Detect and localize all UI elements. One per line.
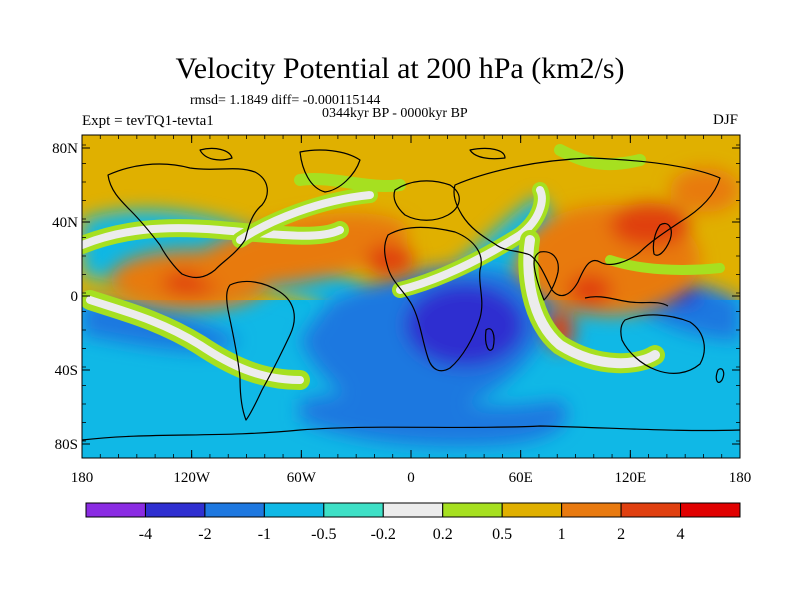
lon-tick-label: 60E (509, 470, 533, 486)
time-period-label: 0344kyr BP - 0000kyr BP (322, 106, 468, 121)
colorbar-label: -0.2 (371, 526, 396, 543)
lon-tick-label: 180 (71, 470, 94, 486)
colorbar-swatch (501, 502, 563, 518)
coastlines (82, 147, 740, 441)
lon-tick-label: 120W (173, 470, 211, 486)
lon-tick-label: 180 (729, 470, 752, 486)
colorbar-label: -4 (139, 526, 152, 543)
lon-tick-label: 60W (287, 470, 317, 486)
lat-tick-label: 0 (71, 289, 79, 305)
colorbar-swatch (620, 502, 682, 518)
colorbar: -4 -2 -1 -0.5 -0.2 0.2 0.5 1 2 4 (85, 502, 741, 543)
colorbar-swatch (382, 502, 444, 518)
colorbar-swatch (85, 502, 146, 518)
colorbar-swatch (561, 502, 622, 518)
colorbar-swatch (442, 502, 503, 518)
colorbar-label: -0.5 (311, 526, 336, 543)
colorbar-swatch (144, 502, 206, 518)
season-label: DJF (712, 112, 738, 128)
lat-tick-label: 40S (55, 363, 78, 379)
colorbar-swatch (204, 502, 265, 518)
lon-tick-label: 0 (407, 470, 415, 486)
lat-tick-label: 40N (52, 215, 78, 231)
colorbar-swatch (263, 502, 325, 518)
map-title: Velocity Potential at 200 hPa (km2/s) (175, 52, 625, 85)
colorbar-label: 0.2 (433, 526, 453, 543)
colorbar-swatch (323, 502, 384, 518)
lat-tick-label: 80N (52, 141, 78, 157)
colorbar-label: 1 (558, 526, 566, 543)
lat-tick-label: 80S (55, 437, 78, 453)
colorbar-label: 2 (617, 526, 625, 543)
colorbar-label: 0.5 (492, 526, 512, 543)
lon-tick-label: 120E (614, 470, 646, 486)
colorbar-label: -2 (198, 526, 211, 543)
latitude-axis: 80N 40N 0 40S 80S (52, 141, 740, 453)
colorbar-swatch (680, 502, 741, 518)
colorbar-label: 4 (677, 526, 685, 543)
longitude-axis: 180 120W 60W 0 60E 120E 180 (71, 135, 752, 486)
velocity-potential-field (82, 135, 740, 458)
experiment-label: Expt = tevTQ1-tevta1 (82, 113, 214, 129)
rmsd-diff-stats: rmsd= 1.1849 diff= -0.000115144 (190, 93, 381, 108)
colorbar-label: -1 (258, 526, 271, 543)
